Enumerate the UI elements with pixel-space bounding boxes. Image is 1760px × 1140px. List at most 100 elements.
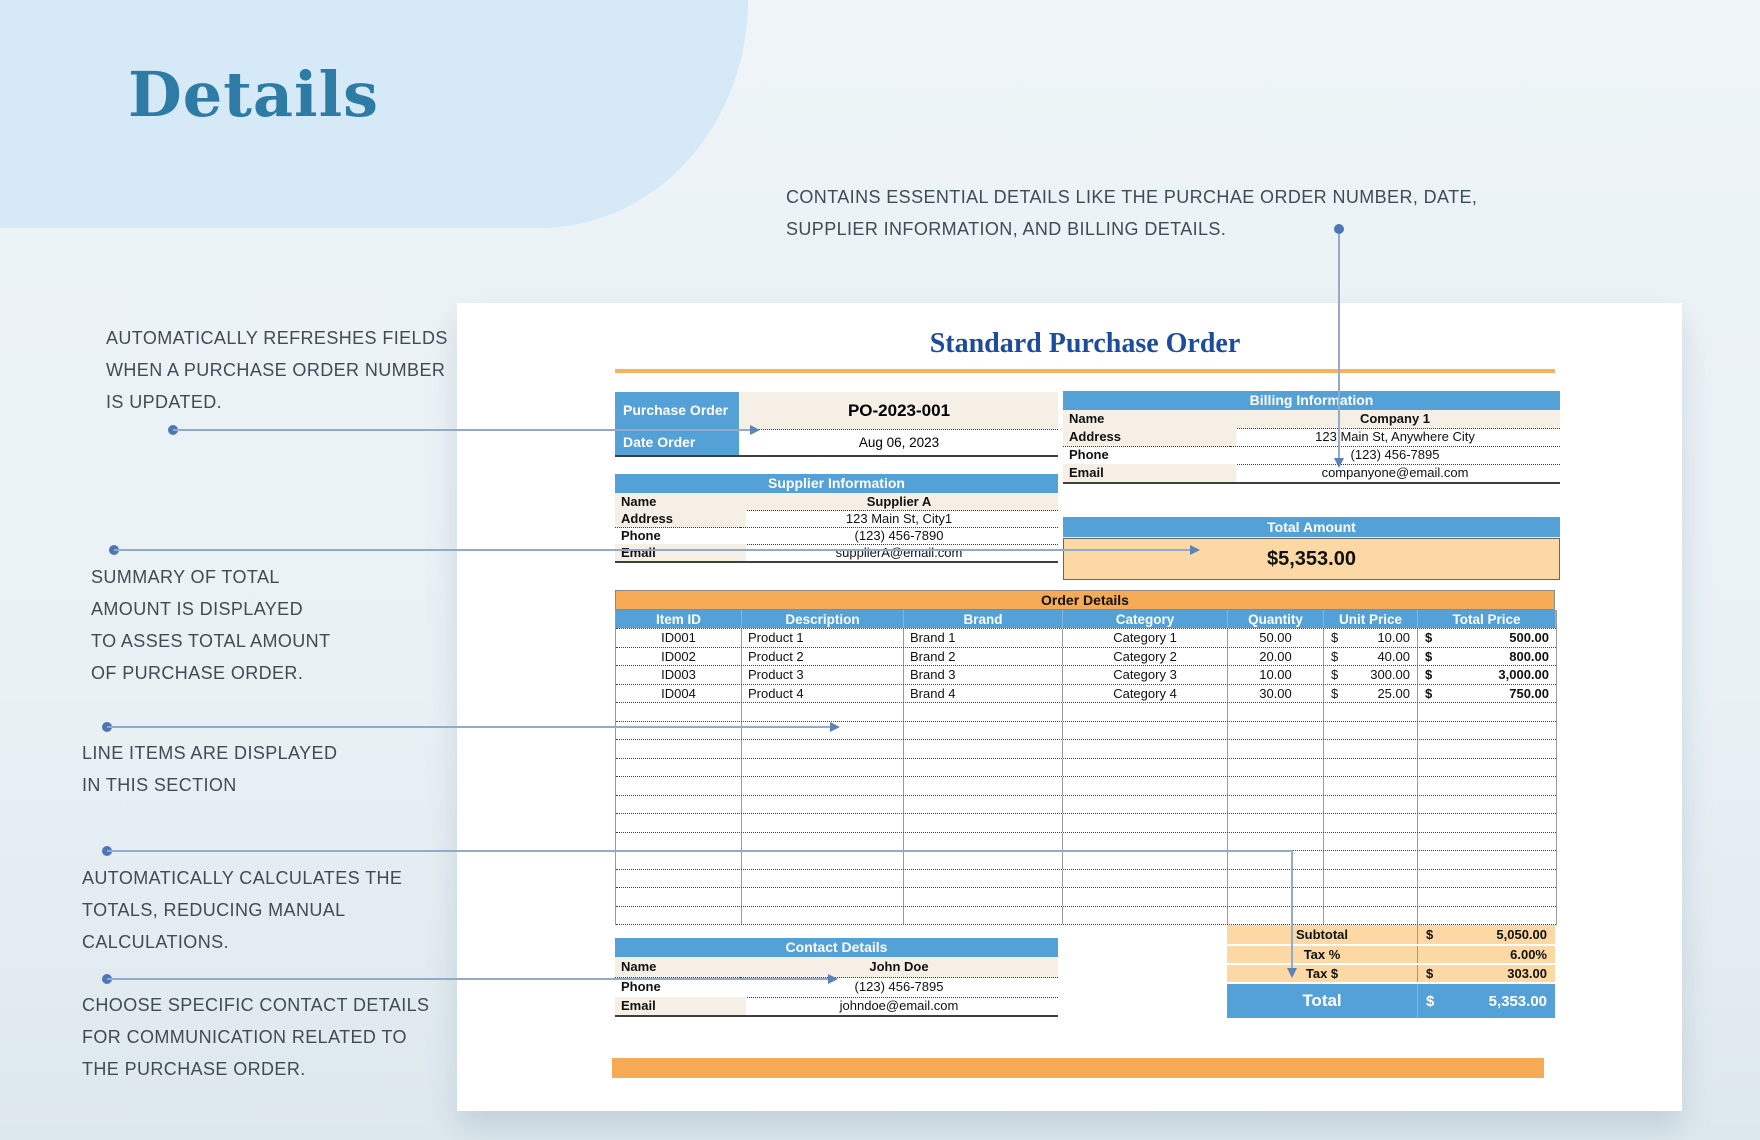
table-cell bbox=[1228, 703, 1324, 721]
currency-symbol: $ bbox=[1426, 927, 1434, 942]
table-row: ID002 Product 2 Brand 2 Category 2 20.00 $40.… bbox=[616, 647, 1556, 666]
table-cell bbox=[904, 869, 1063, 887]
table-cell: Brand 3 bbox=[904, 666, 1063, 684]
table-cell bbox=[1324, 906, 1418, 924]
table-cell: Product 3 bbox=[742, 666, 904, 684]
order-details-header: Order Details bbox=[615, 590, 1555, 610]
table-cell bbox=[1324, 721, 1418, 739]
supplier-row-label: Phone bbox=[615, 527, 746, 545]
title-underline bbox=[615, 369, 1555, 373]
table-cell bbox=[1228, 777, 1324, 795]
contact-row-label: Name bbox=[615, 957, 746, 978]
table-cell: Brand 2 bbox=[904, 647, 1063, 665]
table-cell: $800.00 bbox=[1418, 648, 1556, 666]
connector-line-calculates-v bbox=[1291, 850, 1293, 968]
table-row: ID003 Product 3 Brand 3 Category 3 10.00 $300… bbox=[616, 666, 1556, 685]
table-cell bbox=[1418, 870, 1556, 888]
annotation-contact: CHOOSE SPECIFIC CONTACT DETAILS FOR COMM… bbox=[82, 989, 429, 1085]
annotation-line: CALCULATIONS. bbox=[82, 932, 229, 952]
total-amount-header: Total Amount bbox=[1063, 517, 1560, 537]
table-cell: $40.00 bbox=[1324, 647, 1418, 665]
table-cell bbox=[1063, 832, 1228, 850]
annotation-line: IS UPDATED. bbox=[106, 392, 223, 412]
table-row bbox=[616, 721, 1556, 740]
annotation-line: FOR COMMUNICATION RELATED TO bbox=[82, 1027, 407, 1047]
totals-value: $5,353.00 bbox=[1417, 984, 1555, 1018]
table-cell: Product 2 bbox=[742, 647, 904, 665]
table-cell bbox=[904, 777, 1063, 795]
table-cell bbox=[1324, 832, 1418, 850]
table-cell bbox=[1418, 777, 1556, 795]
table-cell: $300.00 bbox=[1324, 666, 1418, 684]
table-cell bbox=[904, 703, 1063, 721]
billing-header: Billing Information bbox=[1063, 391, 1560, 410]
amount: 6.00% bbox=[1510, 947, 1547, 962]
billing-row-label: Name bbox=[1063, 410, 1236, 429]
table-row: ID001 Product 1 Brand 1 Category 1 50.00 $10.… bbox=[616, 629, 1556, 648]
table-cell: 30.00 bbox=[1228, 684, 1324, 702]
arrowhead-down-icon bbox=[1287, 968, 1297, 978]
table-cell bbox=[742, 814, 904, 832]
table-cell: $750.00 bbox=[1418, 685, 1556, 703]
billing-row-label: Email bbox=[1063, 464, 1236, 483]
table-cell: Category 3 bbox=[1063, 666, 1228, 684]
billing-row-value: 123 Main St, Anywhere City bbox=[1230, 428, 1560, 447]
amount: 3,000.00 bbox=[1498, 667, 1549, 683]
table-cell bbox=[1418, 759, 1556, 777]
table-cell: $500.00 bbox=[1418, 629, 1556, 647]
table-cell bbox=[1228, 888, 1324, 906]
table-cell bbox=[1324, 740, 1418, 758]
supplier-row-value: (123) 456-7890 bbox=[740, 527, 1058, 545]
table-cell bbox=[1418, 796, 1556, 814]
amount: 40.00 bbox=[1377, 648, 1410, 664]
contact-row-value: johndoe@email.com bbox=[740, 997, 1058, 1016]
annotation-line: AUTOMATICALLY REFRESHES FIELDS bbox=[106, 328, 448, 348]
table-cell bbox=[1228, 851, 1324, 869]
annotation-line: AUTOMATICALLY CALCULATES THE bbox=[82, 868, 403, 888]
billing-bottom-border bbox=[1063, 482, 1560, 484]
table-cell bbox=[616, 795, 742, 813]
currency-symbol: $ bbox=[1331, 667, 1339, 683]
totals-label: Subtotal bbox=[1296, 927, 1348, 942]
table-cell bbox=[616, 869, 742, 887]
column-header: Quantity bbox=[1228, 610, 1324, 628]
table-row bbox=[616, 758, 1556, 777]
table-cell bbox=[1324, 888, 1418, 906]
amount: 10.00 bbox=[1377, 630, 1410, 646]
table-cell bbox=[1063, 795, 1228, 813]
table-cell bbox=[742, 703, 904, 721]
sheet-bottom-bar bbox=[612, 1058, 1544, 1078]
po-number-value: PO-2023-001 bbox=[740, 392, 1058, 430]
table-row bbox=[616, 832, 1556, 851]
table-cell bbox=[742, 869, 904, 887]
contact-row-value: (123) 456-7895 bbox=[740, 977, 1058, 998]
supplier-bottom-border bbox=[615, 561, 1058, 563]
table-cell bbox=[1228, 869, 1324, 887]
supplier-header: Supplier Information bbox=[615, 474, 1058, 493]
amount: 5,353.00 bbox=[1488, 992, 1547, 1010]
billing-row-value: (123) 456-7895 bbox=[1230, 446, 1560, 465]
table-cell bbox=[1063, 758, 1228, 776]
table-cell bbox=[1063, 703, 1228, 721]
billing-row-value: Company 1 bbox=[1230, 410, 1560, 429]
annotation-line: SUPPLIER INFORMATION, AND BILLING DETAIL… bbox=[786, 219, 1227, 239]
table-cell bbox=[1324, 703, 1418, 721]
connector-line-contact bbox=[107, 978, 828, 980]
amount: 300.00 bbox=[1370, 667, 1410, 683]
table-cell: Product 1 bbox=[742, 629, 904, 647]
totals-row: Tax % 6.00% bbox=[1227, 946, 1555, 963]
table-row: ID004 Product 4 Brand 4 Category 4 30.00 $25.… bbox=[616, 684, 1556, 703]
annotation-refresh: AUTOMATICALLY REFRESHES FIELDS WHEN A PU… bbox=[106, 322, 448, 418]
annotation-line: OF PURCHASE ORDER. bbox=[91, 663, 304, 683]
annotation-line: IN THIS SECTION bbox=[82, 775, 237, 795]
contact-bottom-border bbox=[615, 1015, 1058, 1017]
table-cell bbox=[904, 795, 1063, 813]
table-cell bbox=[742, 795, 904, 813]
billing-row-label: Address bbox=[1063, 428, 1236, 447]
supplier-row-value: supplierA@email.com bbox=[740, 544, 1058, 562]
billing-row-value: companyone@email.com bbox=[1230, 464, 1560, 483]
table-cell bbox=[616, 851, 742, 869]
annotation-line: CONTAINS ESSENTIAL DETAILS LIKE THE PURC… bbox=[786, 187, 1478, 207]
amount: 303.00 bbox=[1507, 966, 1547, 981]
annotation-intro: CONTAINS ESSENTIAL DETAILS LIKE THE PURC… bbox=[786, 181, 1477, 245]
